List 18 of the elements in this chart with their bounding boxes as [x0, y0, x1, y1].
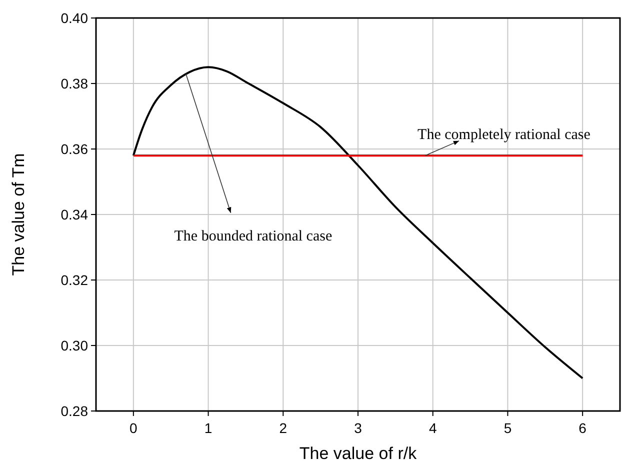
y-tick-label: 0.40: [60, 10, 88, 26]
x-tick-label: 3: [354, 420, 362, 436]
annotation: The completely rational case: [418, 127, 591, 144]
x-tick-label: 6: [578, 420, 587, 436]
x-axis-title: The value of r/k: [299, 444, 418, 463]
x-tick-label: 0: [130, 420, 138, 436]
annotation: The bounded rational case: [174, 228, 332, 245]
y-tick-label: 0.32: [60, 272, 88, 288]
y-tick-label: 0.30: [60, 338, 88, 354]
x-tick-label: 1: [204, 420, 212, 436]
x-tick-label: 5: [504, 420, 512, 436]
y-tick-label: 0.38: [60, 76, 88, 92]
y-tick-label: 0.36: [60, 141, 88, 157]
y-tick-label: 0.28: [60, 403, 88, 419]
x-tick-label: 4: [428, 420, 437, 436]
y-tick-label: 0.34: [60, 206, 88, 222]
x-tick-label: 2: [279, 420, 288, 436]
y-axis-title: The value of Tm: [9, 153, 28, 276]
